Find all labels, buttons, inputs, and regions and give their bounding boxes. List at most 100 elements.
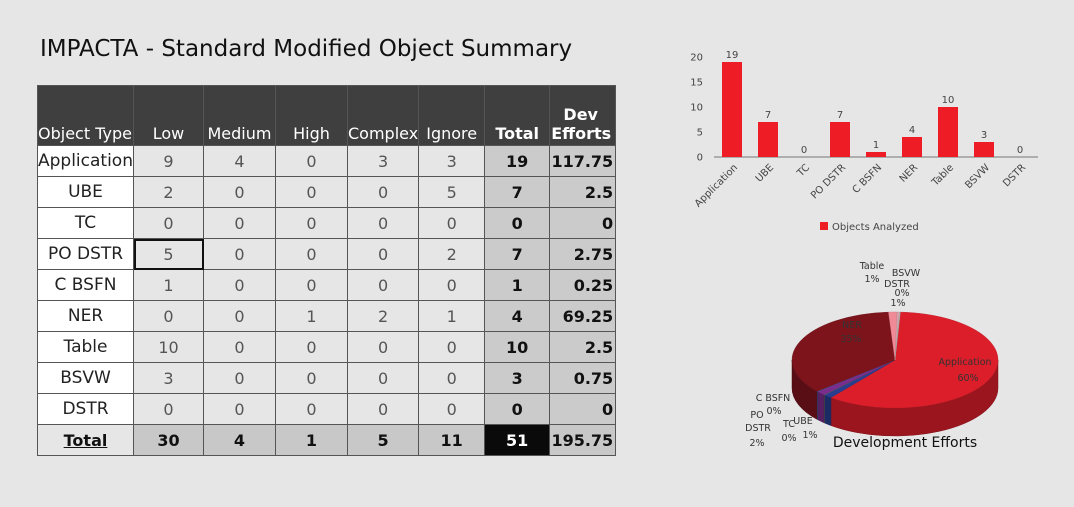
- cell-ignore: 0: [418, 331, 486, 363]
- pie-slice-percent: 0%: [894, 288, 909, 299]
- cell-ignore: 0: [418, 269, 486, 301]
- bar-data-label: 7: [765, 110, 771, 121]
- pie-slice-percent: 1%: [802, 430, 817, 441]
- cell-medium: 0: [203, 362, 276, 394]
- table-total-row: Total 30 4 1 5 11 51 195.75: [37, 424, 617, 456]
- page-title: IMPACTA - Standard Modified Object Summa…: [40, 36, 573, 62]
- pie-slice-label: TC: [782, 419, 795, 430]
- row-object-type: Application: [37, 145, 134, 177]
- header-high: High: [275, 85, 348, 146]
- row-object-type: UBE: [37, 176, 134, 208]
- pie-slice-label: C BSFN: [756, 393, 791, 404]
- cell-medium: 0: [203, 238, 276, 270]
- cell-low: 10: [133, 331, 204, 363]
- pie-slice-label: Table: [859, 261, 885, 272]
- cell-dev-efforts: 2.75: [549, 238, 617, 270]
- row-object-type: Table: [37, 331, 134, 363]
- bar-data-label: 1: [873, 140, 879, 151]
- pie-slice-label: BSVW: [892, 268, 921, 279]
- cell-high: 1: [275, 300, 348, 332]
- cell-low: 2: [133, 176, 204, 208]
- table-row: Application 9 4 0 3 3 19 117.75: [37, 145, 617, 177]
- bar: [974, 142, 994, 157]
- y-tick-label: 10: [690, 103, 703, 114]
- bar-data-label: 10: [942, 95, 955, 106]
- y-tick-label: 15: [690, 78, 703, 89]
- legend-swatch: [820, 222, 828, 230]
- pie-slice-percent: 0%: [781, 433, 796, 444]
- cell-medium: 0: [203, 393, 276, 425]
- pie-slice-percent: 1%: [864, 274, 879, 285]
- cell-dev-efforts: 69.25: [549, 300, 617, 332]
- cell-high: 0: [275, 331, 348, 363]
- table-row: NER 0 0 1 2 1 4 69.25: [37, 300, 617, 332]
- cell-complex: 2: [346, 300, 420, 332]
- cell-high: 0: [275, 176, 348, 208]
- cell-total: 7: [484, 176, 551, 208]
- total-dev-efforts: 195.75: [549, 424, 617, 456]
- pie-slice-percent: 1%: [890, 298, 905, 309]
- cell-high: 0: [275, 269, 348, 301]
- cell-complex: 0: [346, 393, 420, 425]
- pie-slice-side: [824, 394, 832, 426]
- cell-complex: 3: [346, 145, 420, 177]
- header-dev-line1: Dev: [563, 105, 598, 124]
- table-row: C BSFN 1 0 0 0 0 1 0.25: [37, 269, 617, 301]
- cell-ignore: 3: [418, 145, 486, 177]
- cell-low[interactable]: 5: [133, 238, 204, 270]
- cell-total: 3: [484, 362, 551, 394]
- pie-slice-side: [817, 391, 825, 424]
- cell-high: 0: [275, 238, 348, 270]
- summary-table: Object Type Low Medium High Complex Igno…: [37, 85, 617, 456]
- pie-slice-percent: 2%: [749, 438, 764, 449]
- pie-slice: [830, 311, 999, 409]
- table-row: PO DSTR 5 0 0 0 2 7 2.75: [37, 238, 617, 270]
- pie-label-line: DSTR: [745, 423, 771, 434]
- row-object-type: DSTR: [37, 393, 134, 425]
- row-object-type: TC: [37, 207, 134, 239]
- header-ignore: Ignore: [418, 85, 486, 146]
- pie-slice-label: NER: [842, 320, 862, 331]
- cell-low: 3: [133, 362, 204, 394]
- bar-data-label: 19: [726, 50, 739, 61]
- y-tick-label: 0: [697, 153, 703, 164]
- cell-dev-efforts: 0: [549, 393, 617, 425]
- bar: [866, 152, 886, 157]
- y-tick-label: 5: [697, 128, 703, 139]
- cell-medium: 0: [203, 207, 276, 239]
- cell-high: 0: [275, 393, 348, 425]
- cell-total: 0: [484, 207, 551, 239]
- cell-dev-efforts: 0: [549, 207, 617, 239]
- pie-slice-percent: 0%: [766, 406, 781, 417]
- header-dev-line2: Efforts: [551, 124, 612, 143]
- pie-chart-title: Development Efforts: [833, 435, 977, 451]
- cell-low: 9: [133, 145, 204, 177]
- cell-medium: 0: [203, 331, 276, 363]
- header-dev-efforts: Dev Efforts: [549, 85, 617, 146]
- cell-dev-efforts: 2.5: [549, 331, 617, 363]
- cell-dev-efforts: 2.5: [549, 176, 617, 208]
- cell-total: 4: [484, 300, 551, 332]
- cell-dev-efforts: 0.25: [549, 269, 617, 301]
- cell-ignore: 0: [418, 207, 486, 239]
- cell-ignore: 0: [418, 393, 486, 425]
- bar-data-label: 0: [1017, 145, 1023, 156]
- pie-slice-percent: 60%: [957, 373, 978, 384]
- legend-label: Objects Analyzed: [832, 222, 919, 233]
- pie-slice-label: PO DSTR: [745, 410, 771, 434]
- pie-slice-label: UBE: [793, 416, 812, 427]
- cell-low: 0: [133, 207, 204, 239]
- cell-medium: 4: [203, 145, 276, 177]
- bar-data-label: 7: [837, 110, 843, 121]
- pie-slice-label: DSTR: [884, 279, 910, 290]
- cell-total: 19: [484, 145, 551, 177]
- table-header-row: Object Type Low Medium High Complex Igno…: [37, 85, 617, 146]
- cell-low: 0: [133, 393, 204, 425]
- cell-high: 0: [275, 145, 348, 177]
- bar-data-label: 0: [801, 145, 807, 156]
- cell-total: 7: [484, 238, 551, 270]
- cell-ignore: 0: [418, 362, 486, 394]
- total-high: 1: [275, 424, 348, 456]
